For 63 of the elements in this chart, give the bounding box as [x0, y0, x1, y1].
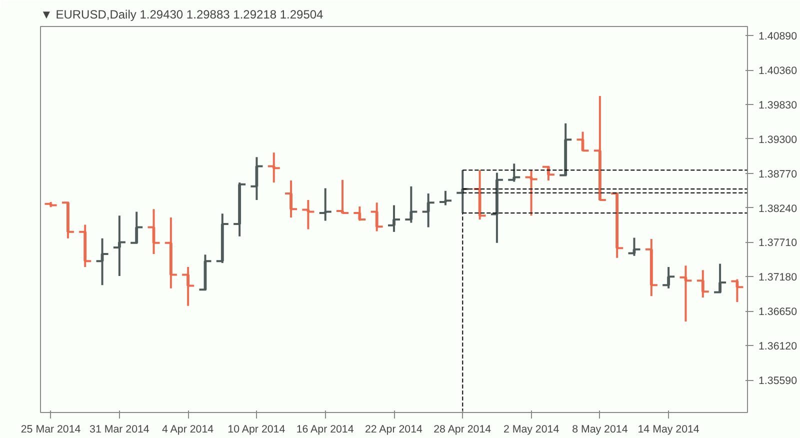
y-tick-label: 1.36650 — [758, 306, 798, 318]
candlestick — [318, 187, 332, 222]
x-tick-label: 22 Apr 2014 — [364, 424, 423, 436]
candlestick — [644, 238, 658, 298]
y-tick-label: 1.40890 — [758, 30, 798, 43]
x-tick-label: 8 May 2014 — [572, 424, 628, 436]
candlestick — [284, 180, 298, 219]
candlestick — [507, 162, 522, 183]
x-tick-label: 2 May 2014 — [503, 424, 560, 436]
x-tick-label: 25 Mar 2014 — [20, 424, 81, 436]
candlestick — [662, 266, 676, 290]
candlestick — [232, 181, 247, 238]
candlestick — [301, 199, 316, 230]
candlestick — [678, 264, 693, 323]
x-tick-label: 31 Mar 2014 — [90, 424, 150, 436]
y-tick-label: 1.36120 — [758, 340, 798, 353]
candlestick — [215, 212, 230, 264]
x-tick-label: 14 May 2014 — [638, 424, 700, 436]
candlestick — [730, 278, 744, 304]
y-tick-label: 1.37180 — [758, 272, 798, 284]
candlestick — [146, 208, 161, 255]
candlestick — [78, 224, 92, 268]
candlestick — [60, 202, 75, 240]
x-tick-label: 16 Apr 2014 — [296, 424, 354, 436]
x-tick-label: 4 Apr 2014 — [162, 424, 214, 436]
candlestick — [541, 166, 556, 182]
chart-title: ▼ EURUSD,Daily 1.29430 1.29883 1.29218 1.29504 — [40, 8, 324, 22]
candlestick — [472, 169, 487, 220]
y-tick-label: 1.40360 — [758, 65, 798, 78]
candlestick — [181, 266, 196, 307]
candlestick — [44, 200, 58, 208]
x-tick-label: 10 Apr 2014 — [228, 424, 286, 436]
candlestick — [386, 204, 402, 233]
candlestick — [592, 95, 607, 202]
candlestick — [610, 192, 624, 259]
candlestick — [713, 262, 728, 294]
y-tick-label: 1.38240 — [758, 202, 798, 215]
candlestick — [198, 254, 212, 291]
candlestick — [421, 192, 436, 228]
candlestick — [490, 172, 504, 244]
candlestick — [576, 130, 590, 152]
candlestick — [438, 190, 452, 206]
candlestick — [627, 236, 642, 257]
candlestick — [558, 122, 573, 176]
y-tick-label: 1.39830 — [758, 99, 798, 112]
candlestick — [95, 237, 110, 286]
candlestick — [696, 269, 710, 298]
candlestick — [404, 185, 418, 224]
x-tick-label: 28 Apr 2014 — [434, 424, 492, 436]
candlestick — [352, 206, 367, 222]
candlestick — [266, 152, 281, 184]
candlestick — [130, 210, 144, 245]
y-tick-label: 1.37710 — [758, 237, 798, 250]
candlestick — [456, 169, 470, 214]
candlestick — [164, 216, 178, 290]
y-tick-label: 1.35590 — [758, 375, 798, 388]
y-tick-label: 1.38770 — [758, 168, 798, 180]
candlestick — [524, 169, 538, 217]
candlestick — [112, 214, 126, 278]
candlestick — [250, 156, 264, 202]
candlestick — [336, 178, 350, 215]
candlestick — [370, 202, 384, 232]
y-tick-label: 1.39300 — [758, 134, 798, 146]
